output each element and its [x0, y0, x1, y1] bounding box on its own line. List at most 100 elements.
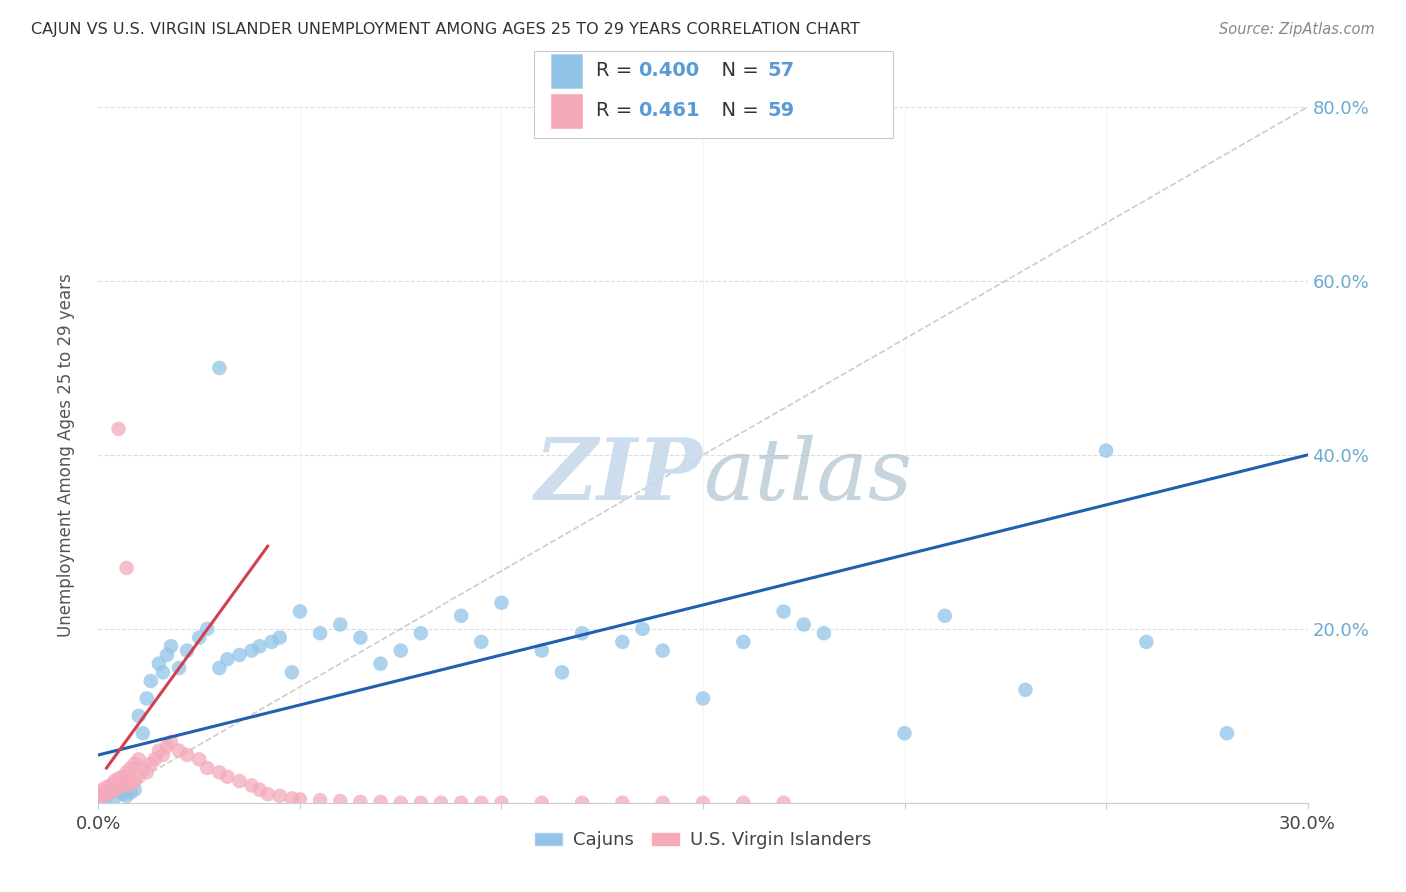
Point	[309, 626, 332, 640]
Point	[370, 795, 392, 809]
Point	[551, 665, 574, 680]
Point	[103, 782, 125, 797]
Point	[176, 643, 198, 657]
Point	[260, 635, 283, 649]
Point	[115, 789, 138, 803]
Point	[409, 626, 432, 640]
Point	[349, 795, 371, 809]
Point	[188, 631, 211, 645]
Point	[107, 422, 129, 436]
Point	[128, 770, 150, 784]
Point	[100, 778, 122, 793]
Point	[772, 796, 794, 810]
Point	[530, 796, 553, 810]
Point	[288, 792, 311, 806]
Point	[934, 608, 956, 623]
Point	[1216, 726, 1239, 740]
Point	[195, 622, 218, 636]
Point	[208, 661, 231, 675]
Point	[612, 635, 634, 649]
Point	[571, 796, 593, 810]
Point	[160, 735, 183, 749]
Point	[111, 787, 134, 801]
Point	[115, 774, 138, 789]
Point	[107, 782, 129, 797]
Point	[631, 622, 654, 636]
Point	[87, 787, 110, 801]
Point	[228, 648, 250, 662]
Point	[692, 796, 714, 810]
Point	[612, 796, 634, 810]
Point	[111, 770, 134, 784]
Text: N =: N =	[709, 62, 765, 80]
Point	[148, 657, 170, 671]
Text: 0.461: 0.461	[638, 102, 700, 120]
Point	[115, 765, 138, 780]
Point	[167, 744, 190, 758]
Point	[96, 787, 118, 801]
Point	[111, 778, 134, 793]
Point	[188, 752, 211, 766]
Point	[167, 661, 190, 675]
Point	[208, 765, 231, 780]
Point	[571, 626, 593, 640]
Point	[1095, 443, 1118, 458]
Point	[160, 639, 183, 653]
Point	[269, 789, 291, 803]
Point	[692, 691, 714, 706]
Point	[430, 796, 453, 810]
Text: 0.400: 0.400	[638, 62, 699, 80]
Point	[156, 739, 179, 754]
Point	[793, 617, 815, 632]
Text: Source: ZipAtlas.com: Source: ZipAtlas.com	[1219, 22, 1375, 37]
Point	[217, 652, 239, 666]
Point	[288, 605, 311, 619]
Point	[143, 752, 166, 766]
Point	[249, 782, 271, 797]
Y-axis label: Unemployment Among Ages 25 to 29 years: Unemployment Among Ages 25 to 29 years	[56, 273, 75, 637]
Point	[470, 796, 492, 810]
Point	[96, 789, 118, 803]
Point	[450, 796, 472, 810]
Text: ZIP: ZIP	[536, 434, 703, 517]
Point	[152, 665, 174, 680]
Point	[256, 787, 278, 801]
Text: CAJUN VS U.S. VIRGIN ISLANDER UNEMPLOYMENT AMONG AGES 25 TO 29 YEARS CORRELATION: CAJUN VS U.S. VIRGIN ISLANDER UNEMPLOYME…	[31, 22, 860, 37]
Point	[96, 780, 118, 794]
Point	[120, 785, 142, 799]
Point	[103, 774, 125, 789]
Point	[389, 796, 412, 810]
Point	[135, 765, 157, 780]
Text: R =: R =	[596, 102, 638, 120]
Legend: Cajuns, U.S. Virgin Islanders: Cajuns, U.S. Virgin Islanders	[527, 824, 879, 856]
Point	[195, 761, 218, 775]
Point	[176, 747, 198, 762]
Text: N =: N =	[709, 102, 765, 120]
Text: 57: 57	[768, 62, 794, 80]
Point	[91, 789, 114, 803]
Point	[281, 665, 304, 680]
Point	[470, 635, 492, 649]
Point	[409, 796, 432, 810]
Point	[107, 772, 129, 786]
Text: 59: 59	[768, 102, 794, 120]
Point	[132, 726, 155, 740]
Point	[240, 778, 263, 793]
Point	[120, 761, 142, 775]
Point	[148, 744, 170, 758]
Point	[87, 787, 110, 801]
Point	[100, 785, 122, 799]
Point	[893, 726, 915, 740]
Point	[228, 774, 250, 789]
Point	[152, 747, 174, 762]
Point	[772, 605, 794, 619]
Point	[124, 774, 146, 789]
Point	[115, 561, 138, 575]
Point	[530, 643, 553, 657]
Point	[156, 648, 179, 662]
Point	[733, 635, 755, 649]
Point	[281, 791, 304, 805]
Point	[128, 752, 150, 766]
Point	[329, 617, 352, 632]
Point	[139, 756, 162, 771]
